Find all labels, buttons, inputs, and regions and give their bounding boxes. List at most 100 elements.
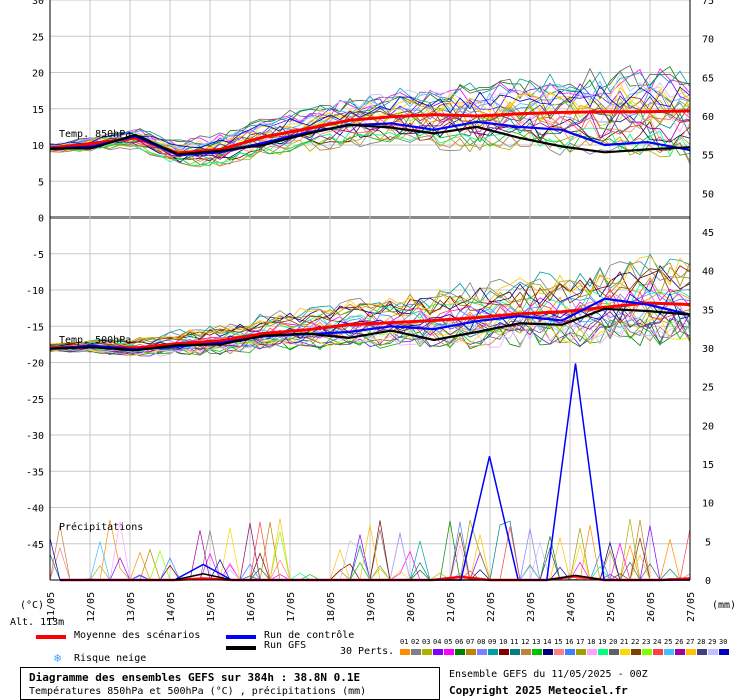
pert-line-500 (49, 255, 691, 345)
right-unit-label: (mm) (712, 600, 737, 611)
x-tick-label: 25/05 (606, 592, 617, 622)
pert-swatch (466, 649, 476, 655)
precip-label: Précipitations (59, 522, 144, 533)
t850-label: Temp. 850hPa (59, 129, 132, 140)
pert-number: 27 (686, 638, 695, 646)
pert-number: 03 (422, 638, 431, 646)
pert-swatch (609, 649, 619, 655)
left-tick-label: 25 (32, 32, 44, 43)
pert-number: 06 (455, 638, 464, 646)
right-tick-label: 60 (702, 112, 714, 123)
x-tick-label: 13/05 (126, 592, 137, 622)
altitude-label: Alt. 113m (10, 617, 65, 628)
pert-number: 04 (433, 638, 442, 646)
right-tick-label: 65 (702, 73, 714, 84)
pert-line-850 (49, 72, 691, 149)
left-tick-label: -15 (26, 322, 44, 333)
pert-number: 08 (477, 638, 486, 646)
pert-number: 19 (598, 638, 607, 646)
left-tick-label: -40 (26, 504, 44, 515)
right-tick-label: 10 (702, 499, 714, 510)
pert-swatch (598, 649, 608, 655)
x-tick-label: 12/05 (86, 592, 97, 622)
pert-number: 23 (642, 638, 651, 646)
left-tick-label: 15 (32, 105, 44, 116)
pert-line-850 (49, 85, 691, 149)
left-tick-label: 20 (32, 69, 44, 80)
mean-legend-label: Moyenne des scénarios (74, 630, 201, 641)
left-tick-label: 5 (38, 177, 44, 188)
pert-swatch (675, 649, 685, 655)
right-tick-label: 35 (702, 305, 714, 316)
x-tick-label: 18/05 (326, 592, 337, 622)
pert-swatch (521, 649, 531, 655)
x-tick-label: 17/05 (286, 592, 297, 622)
grid-lines (49, 0, 691, 580)
series-line-t500 (49, 307, 691, 352)
series-lines (49, 109, 691, 582)
x-tick-label: 19/05 (366, 592, 377, 622)
pert-number: 13 (532, 638, 541, 646)
footer-subtitle: Températures 850hPa et 500hPa (°C) , pré… (29, 686, 367, 697)
left-tick-label: -5 (32, 250, 44, 261)
pert-swatch (488, 649, 498, 655)
left-tick-label: -25 (26, 395, 44, 406)
t500-label: Temp. 500hPa (59, 335, 132, 346)
pert-line-500 (49, 319, 691, 356)
pert-swatch (697, 649, 707, 655)
right-tick-label: 30 (702, 344, 714, 355)
right-tick-label: 50 (702, 189, 714, 200)
right-tick-label: 45 (702, 228, 714, 239)
pert-number: 12 (521, 638, 530, 646)
x-tick-label: 22/05 (486, 592, 497, 622)
pert-swatch (631, 649, 641, 655)
pert-line-500 (49, 309, 691, 356)
left-tick-label: 30 (32, 0, 44, 7)
pert-swatch (400, 649, 410, 655)
pert-swatch (455, 649, 465, 655)
pert-swatch (708, 649, 718, 655)
pert-number: 05 (444, 638, 453, 646)
pert-swatch (510, 649, 520, 655)
left-tick-label: 0 (38, 214, 44, 225)
pert-number: 25 (664, 638, 673, 646)
snowflake-icon: ❄ (54, 651, 62, 665)
pert-number: 02 (411, 638, 420, 646)
right-tick-label: 55 (702, 151, 714, 162)
pert-swatch (422, 649, 432, 655)
perts-legend: 01 02 03 04 05 06 07 08 09 10 11 12 13 14 15 16 17 18 19 20… (400, 638, 730, 658)
pert-swatch (686, 649, 696, 655)
pert-number: 15 (554, 638, 563, 646)
pert-swatch (532, 649, 542, 655)
footer-title: Diagramme des ensembles GEFS sur 384h : … (29, 671, 361, 684)
snow-legend-label: Risque neige (74, 653, 147, 664)
x-tick-label: 23/05 (526, 592, 537, 622)
right-tick-label: 25 (702, 383, 714, 394)
x-tick-label: 26/05 (646, 592, 657, 622)
footer-title-box: Diagramme des ensembles GEFS sur 384h : … (20, 667, 440, 700)
copyright: Copyright 2025 Meteociel.fr (449, 684, 628, 697)
mean-swatch (36, 635, 66, 639)
pert-line-850 (49, 70, 691, 148)
gfs-swatch (226, 646, 256, 650)
right-tick-label: 0 (705, 576, 711, 587)
pert-number: 22 (631, 638, 640, 646)
pert-number: 20 (609, 638, 618, 646)
pert-number: 10 (499, 638, 508, 646)
right-tick-label: 20 (702, 421, 714, 432)
pert-line-850 (49, 108, 691, 158)
pert-number: 30 (719, 638, 728, 646)
pert-number: 11 (510, 638, 519, 646)
pert-line-850 (49, 111, 691, 160)
pert-swatch (565, 649, 575, 655)
x-tick-label: 24/05 (566, 592, 577, 622)
x-tick-label: 27/05 (686, 592, 697, 622)
left-tick-label: -35 (26, 467, 44, 478)
pert-swatch (576, 649, 586, 655)
pert-number: 07 (466, 638, 475, 646)
pert-number: 24 (653, 638, 662, 646)
pert-swatch (499, 649, 509, 655)
pert-number: 09 (488, 638, 497, 646)
series-line-t850 (49, 123, 691, 156)
